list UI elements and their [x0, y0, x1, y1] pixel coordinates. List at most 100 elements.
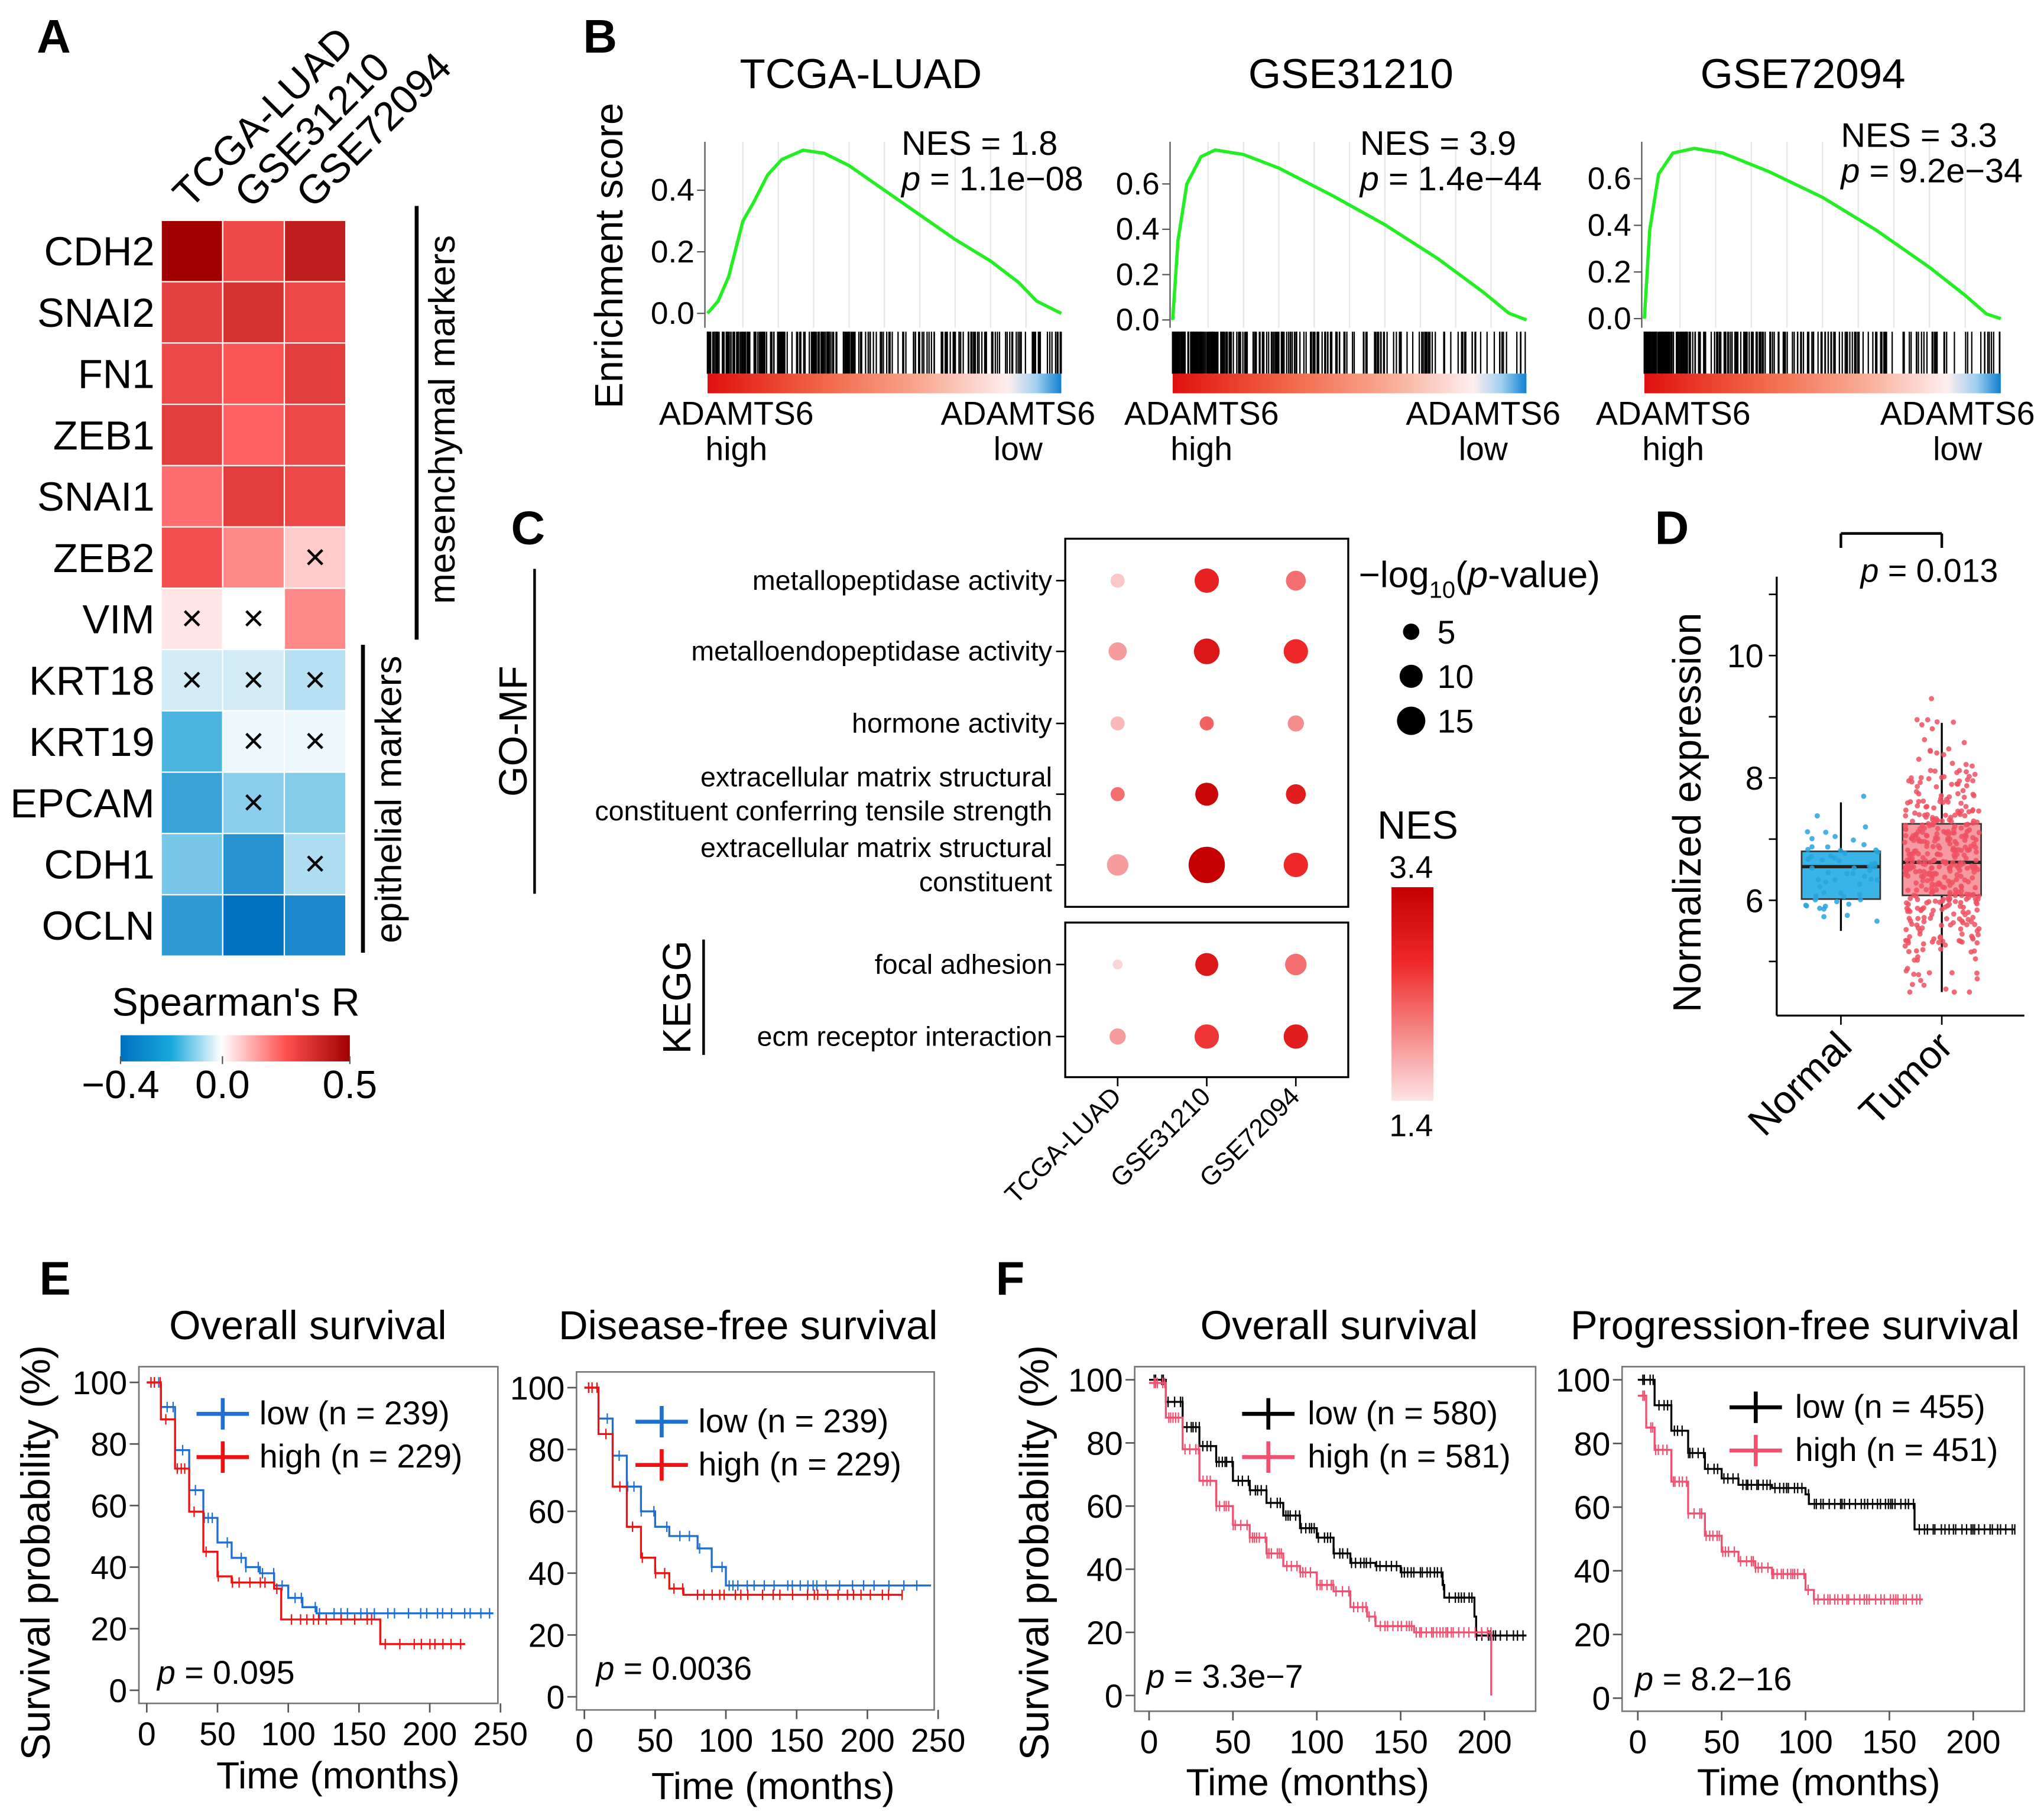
kegg-label: KEGG: [656, 940, 699, 1054]
p-value-label: p = 9.2e−34: [1839, 152, 2023, 190]
data-point: [1917, 931, 1923, 937]
x-label-high: ADAMTS6: [1124, 395, 1279, 432]
p-value-label: p = 3.3e−7: [1146, 1658, 1303, 1695]
heatmap-cell: [283, 894, 347, 957]
heatmap-row-label: SNAI2: [37, 290, 155, 336]
y-tick-label: 0.4: [651, 173, 695, 208]
data-point: [1942, 874, 1948, 880]
colorbar-tick-label: 0.5: [323, 1063, 377, 1107]
mesenchymal-label: mesenchymal markers: [422, 235, 463, 604]
data-point: [1851, 865, 1857, 871]
heatmap-row-label: CDH1: [44, 842, 155, 888]
data-point: [1851, 837, 1856, 843]
data-point: [1932, 898, 1938, 904]
x-tick-label: 50: [1215, 1723, 1251, 1760]
p-symbol: p: [595, 1650, 615, 1687]
heatmap-cell: [222, 894, 285, 957]
p-value-label: p = 0.013: [1860, 553, 1998, 589]
data-point: [1929, 696, 1935, 702]
nonsignificant-mark: ×: [304, 537, 326, 577]
data-point: [1924, 804, 1930, 810]
data-point: [1857, 892, 1863, 898]
x-tick-label: 200: [1946, 1723, 2000, 1760]
data-point: [1925, 717, 1931, 723]
nonsignificant-mark: ×: [243, 598, 264, 639]
legend-label: high (n = 451): [1795, 1431, 1998, 1468]
nonsignificant-mark: ×: [243, 721, 264, 762]
data-point: [1911, 837, 1916, 843]
dot: [1286, 784, 1306, 804]
data-point: [1832, 877, 1838, 883]
p-value-label: p = 0.095: [156, 1654, 295, 1691]
x-label-low: ADAMTS6: [940, 395, 1095, 432]
dot: [1283, 639, 1308, 664]
data-point: [1942, 942, 1948, 948]
panel-label-d: D: [1655, 501, 1689, 554]
nes-colorbar: [1391, 887, 1434, 1101]
y-tick-label: 20: [528, 1617, 565, 1654]
data-point: [1905, 887, 1911, 893]
data-point: [1958, 926, 1964, 932]
nonsignificant-mark: ×: [181, 598, 203, 639]
term-label: ecm receptor interaction: [757, 1021, 1052, 1051]
data-point: [1903, 865, 1909, 871]
survival-curve: [147, 1381, 465, 1645]
data-point: [1823, 879, 1829, 885]
p-value-label: p = 1.1e−08: [900, 160, 1083, 198]
data-point: [1936, 864, 1942, 869]
data-point: [1955, 889, 1961, 895]
survival-curve: [147, 1381, 494, 1615]
p-symbol: p: [1839, 152, 1860, 190]
data-point: [1936, 940, 1942, 946]
rank-colorbar: [708, 374, 1062, 394]
data-point: [1964, 865, 1970, 871]
heatmap-cell: [283, 281, 347, 344]
data-point: [1862, 874, 1867, 879]
heatmap-cell: [283, 771, 347, 835]
heatmap-row-label: CDH2: [44, 229, 155, 274]
data-point: [1946, 746, 1952, 752]
x-tick-label: 0: [575, 1722, 593, 1759]
plot-title: GSE31210: [1248, 51, 1453, 98]
y-tick-label: 100: [1556, 1362, 1610, 1399]
heatmap-cell: [283, 465, 347, 528]
data-point: [1844, 871, 1850, 876]
size-legend-title: −log10(p-value): [1359, 555, 1600, 603]
y-tick-label: 40: [1574, 1553, 1611, 1590]
panel-label-a: A: [37, 10, 71, 63]
data-point: [1817, 905, 1822, 911]
data-point: [1917, 868, 1923, 874]
size-legend-title-part: -value): [1488, 555, 1600, 596]
p-value: = 3.3e−7: [1164, 1658, 1303, 1695]
y-tick-label: 20: [1086, 1615, 1123, 1651]
data-point: [1907, 895, 1913, 901]
data-point: [1934, 719, 1940, 725]
heatmap-cell: [160, 219, 223, 283]
data-point: [1955, 847, 1961, 853]
gsea-plot-1: 0.0 0.2 0.4 TCGA-LUAD NES = 1.8p = 1.1e−08 AD…: [651, 51, 1095, 467]
legend-label: high (n = 581): [1307, 1438, 1510, 1475]
data-point: [1919, 874, 1925, 879]
data-point: [1825, 870, 1831, 875]
term-label: constituent conferring tensile strength: [595, 796, 1052, 826]
term-label: focal adhesion: [875, 949, 1052, 979]
data-point: [1970, 778, 1976, 784]
data-point: [1970, 914, 1976, 920]
data-point: [1919, 925, 1925, 931]
data-point: [1915, 915, 1921, 921]
data-point: [1934, 750, 1940, 756]
x-label-low: ADAMTS6: [1406, 395, 1560, 432]
data-point: [1838, 848, 1844, 853]
data-point: [1915, 829, 1921, 835]
dot: [1108, 642, 1127, 661]
data-point: [1905, 800, 1910, 806]
x-label-high: high: [1170, 431, 1232, 467]
data-point: [1928, 748, 1933, 754]
data-point: [1821, 914, 1827, 920]
data-point: [1938, 793, 1944, 798]
data-point: [1947, 868, 1953, 874]
y-tick-label: 0.6: [1116, 167, 1160, 202]
data-point: [1918, 978, 1923, 983]
data-point: [1922, 737, 1928, 742]
x-tick-label: 50: [1704, 1723, 1740, 1760]
